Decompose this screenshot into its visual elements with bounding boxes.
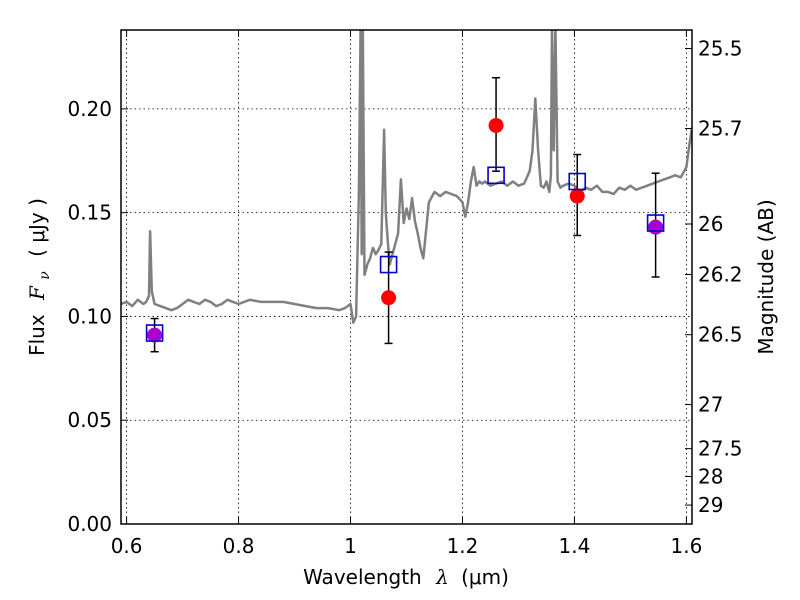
- x-tick-label: 1: [344, 534, 357, 558]
- y-tick-label: 0.00: [67, 512, 112, 536]
- grid: [121, 30, 692, 524]
- model-point: [145, 324, 164, 342]
- observed-point: [147, 327, 163, 343]
- x-tick-label: 0.8: [223, 534, 255, 558]
- y2-axis-label: Magnitude (AB): [754, 199, 778, 354]
- y2-tick-label: 26.5: [698, 323, 743, 347]
- model-point: [379, 255, 398, 274]
- x-axis-label-symbol: λ: [435, 565, 449, 589]
- y-axis-label-subscript: ν: [37, 271, 53, 280]
- y-tick-label: 0.05: [67, 408, 112, 432]
- y2-tick-label: 27: [698, 393, 723, 417]
- y-tick-label: 0.10: [67, 304, 112, 328]
- y-tick-label: 0.15: [67, 201, 112, 225]
- y-axis-label: Flux F ν ( μJy ): [25, 198, 54, 356]
- markers: [145, 117, 665, 343]
- y-axis-label-symbol: F: [25, 285, 49, 301]
- model-point: [487, 166, 505, 185]
- spectrum-line: [121, 30, 692, 324]
- y-axis-label-unit: ( μJy ): [25, 198, 49, 257]
- y2-tick-label: 25.7: [698, 116, 743, 140]
- y2-tick-label: 26: [698, 212, 723, 236]
- observed-point: [569, 188, 585, 204]
- x-tick-label: 1.6: [670, 534, 702, 558]
- x-axis-label-text: Wavelength: [303, 565, 422, 589]
- spectrum-layer: [121, 30, 692, 324]
- observed-point: [648, 219, 664, 235]
- tick-labels: 0.6 0.8 1 1.2 1.4 1.6 0.00 0.05 0.10 0.15 0.20 25.5…: [67, 37, 742, 558]
- x-axis-label-unit: (μm): [461, 565, 509, 589]
- observed-point: [381, 290, 397, 306]
- model-point: [646, 214, 665, 232]
- x-tick-label: 1.2: [447, 534, 479, 558]
- y-axis-label-text: Flux: [25, 314, 49, 356]
- y2-tick-label: 26.2: [698, 262, 743, 286]
- x-tick-label: 0.6: [111, 534, 143, 558]
- ticks: [121, 30, 692, 525]
- y2-tick-label: 29: [698, 493, 723, 517]
- x-tick-label: 1.4: [559, 534, 591, 558]
- observed-point: [488, 117, 504, 133]
- plot-frame: [120, 29, 693, 525]
- model-point: [568, 172, 587, 191]
- y2-tick-label: 25.5: [698, 37, 743, 61]
- y2-tick-label: 28: [698, 464, 723, 488]
- x-axis-label: Wavelength λ (μm): [303, 565, 509, 589]
- y-tick-label: 0.20: [67, 97, 112, 121]
- y2-tick-label: 27.5: [698, 437, 743, 461]
